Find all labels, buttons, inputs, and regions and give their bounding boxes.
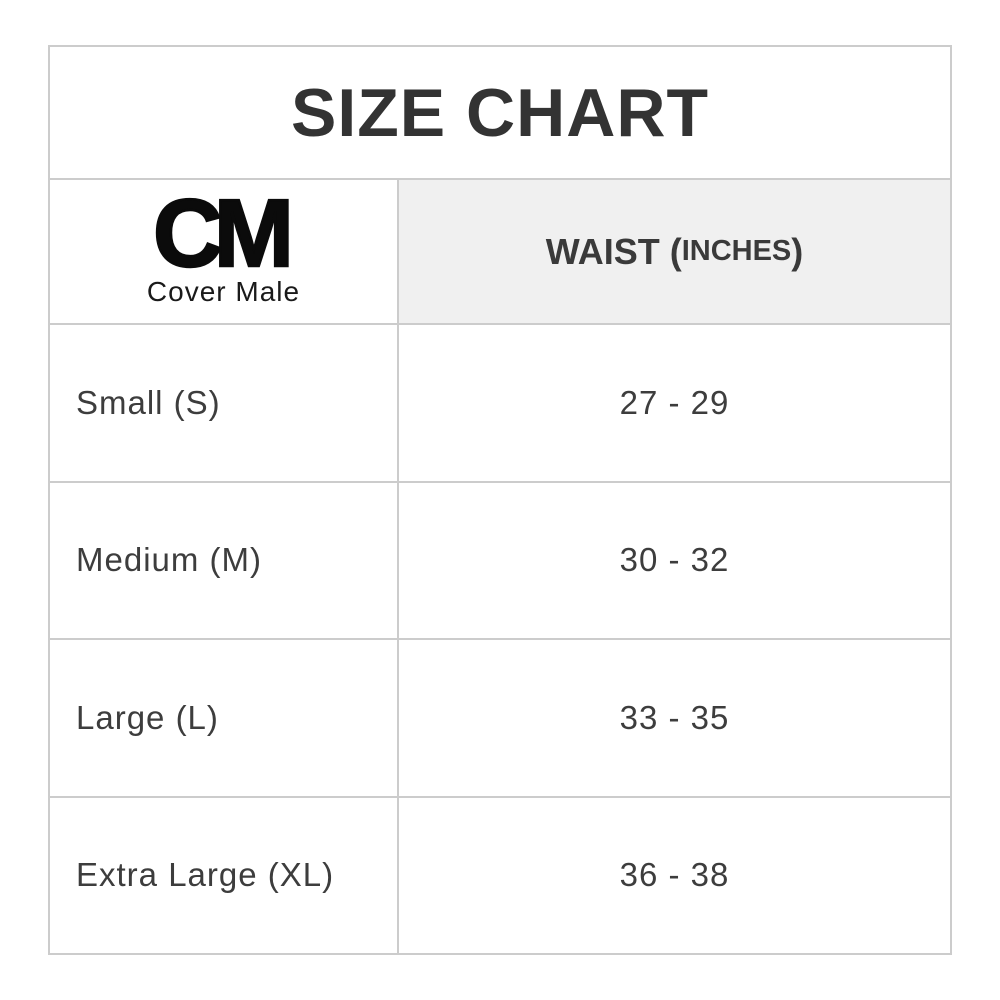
waist-header-label: WAIST ( — [545, 230, 682, 272]
size-label: Medium (M) — [50, 482, 397, 638]
size-chart-title: SIZE CHART — [50, 47, 950, 178]
waist-header-paren: ) — [791, 230, 804, 272]
header-row: CM Cover Male WAIST (INCHES) — [50, 180, 950, 323]
waist-value: 27 - 29 — [399, 325, 950, 481]
table-row-small: Small (S) 27 - 29 — [50, 325, 950, 481]
size-label: Extra Large (XL) — [50, 797, 397, 953]
brand-logo-initials: CM — [152, 180, 295, 288]
waist-value: 36 - 38 — [399, 797, 950, 953]
table-row-medium: Medium (M) 30 - 32 — [50, 482, 950, 638]
size-chart-table: SIZE CHART CM Cover Male WAIST (INCHES) … — [48, 45, 952, 955]
table-row-large: Large (L) 33 - 35 — [50, 640, 950, 796]
brand-logo: CM Cover Male — [50, 180, 397, 323]
size-label: Small (S) — [50, 325, 397, 481]
waist-header-unit: INCHES — [681, 235, 792, 267]
size-label: Large (L) — [50, 640, 397, 796]
waist-value: 30 - 32 — [399, 482, 950, 638]
waist-value: 33 - 35 — [399, 640, 950, 796]
brand-logo-name: Cover Male — [146, 275, 301, 307]
waist-header-cell: WAIST (INCHES) — [399, 180, 950, 323]
table-row-extra-large: Extra Large (XL) 36 - 38 — [50, 797, 950, 953]
